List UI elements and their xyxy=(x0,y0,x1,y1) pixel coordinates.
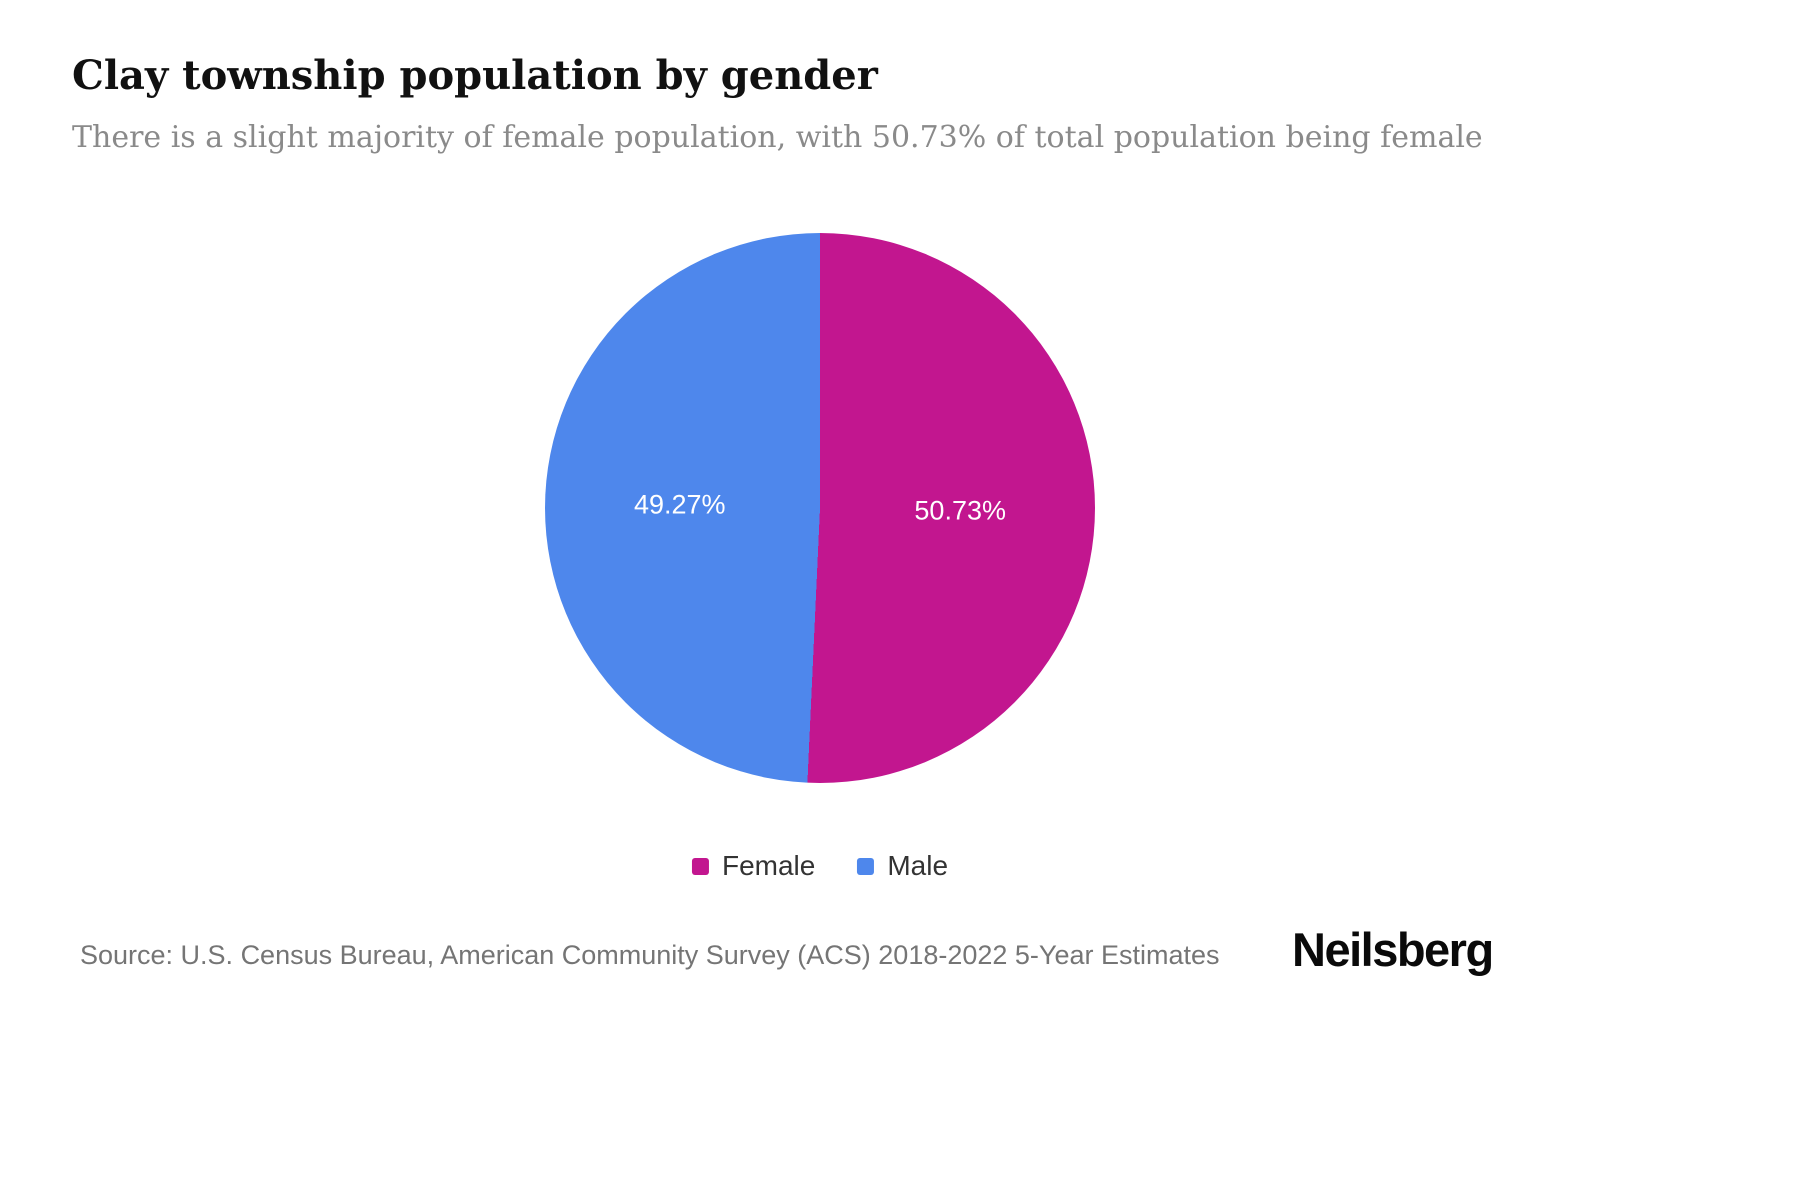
legend-label-male: Male xyxy=(887,850,949,881)
legend-label-female: Female xyxy=(721,850,816,881)
legend-item-male[interactable]: Male xyxy=(857,850,948,882)
legend-swatch-male xyxy=(857,857,875,875)
legend-swatch-female xyxy=(691,857,709,875)
slice-label-male: 49.27% xyxy=(633,489,726,520)
legend-item-female[interactable]: Female xyxy=(691,850,816,882)
page-title: Clay township population by gender xyxy=(72,52,878,99)
pie-chart: 50.73% 49.27% xyxy=(545,233,1095,783)
slice-label-female: 50.73% xyxy=(914,495,1006,526)
page-subtitle: There is a slight majority of female pop… xyxy=(72,120,1483,155)
chart-legend: Female Male xyxy=(691,850,948,882)
brand-logo: Neilsberg xyxy=(1292,923,1494,976)
source-note: Source: U.S. Census Bureau, American Com… xyxy=(80,940,1220,970)
